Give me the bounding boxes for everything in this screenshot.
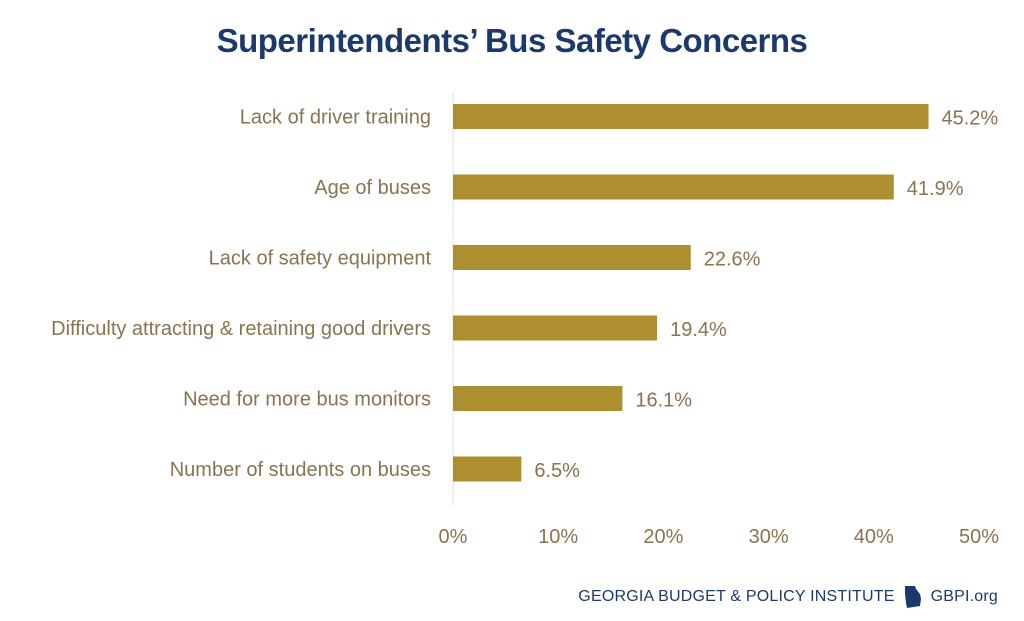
category-label: Need for more bus monitors <box>183 389 431 411</box>
bar <box>453 245 691 270</box>
x-tick-label: 50% <box>959 526 999 548</box>
x-tick-label: 20% <box>643 526 683 548</box>
chart-title: Superintendents’ Bus Safety Concerns <box>216 22 808 59</box>
bar <box>453 456 522 482</box>
x-tick-label: 30% <box>749 526 789 548</box>
category-label: Lack of driver training <box>240 107 431 129</box>
bar <box>453 386 623 411</box>
data-label: 6.5% <box>534 460 580 482</box>
data-label: 16.1% <box>635 390 692 412</box>
x-tick-label: 0% <box>439 526 468 548</box>
category-label: Number of students on buses <box>170 459 431 481</box>
georgia-map-icon <box>904 586 921 608</box>
data-label: 41.9% <box>907 178 964 200</box>
x-tick-label: 40% <box>854 526 894 548</box>
bar <box>453 104 929 129</box>
category-label: Age of buses <box>314 177 431 199</box>
footer-site[interactable]: GBPI.org <box>930 588 998 605</box>
bar <box>453 315 658 341</box>
category-label: Difficulty attracting & retaining good d… <box>51 318 431 340</box>
x-tick-label: 10% <box>538 526 578 548</box>
footer: GEORGIA BUDGET & POLICY INSTITUTE GBPI.o… <box>578 584 998 610</box>
data-label: 22.6% <box>704 249 761 271</box>
data-label: 45.2% <box>942 108 999 130</box>
data-label: 19.4% <box>670 319 727 341</box>
bar <box>453 174 894 200</box>
category-label: Lack of safety equipment <box>209 248 432 270</box>
footer-org: GEORGIA BUDGET & POLICY INSTITUTE <box>578 588 895 605</box>
